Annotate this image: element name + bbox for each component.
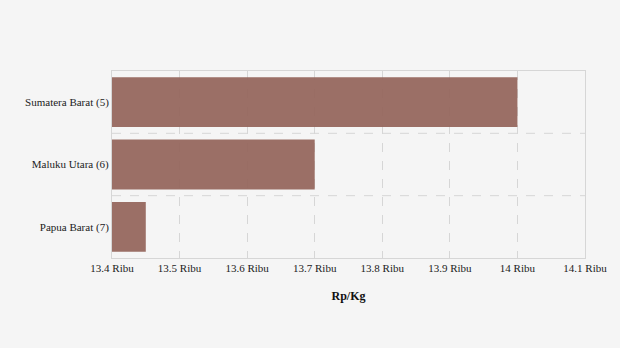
svg-text:Papua Barat (7): Papua Barat (7) (40, 221, 109, 234)
svg-text:13.9 Ribu: 13.9 Ribu (428, 262, 472, 274)
svg-text:13.5 Ribu: 13.5 Ribu (158, 262, 202, 274)
svg-text:13.7 Ribu: 13.7 Ribu (293, 262, 337, 274)
svg-text:Maluku Utara (6): Maluku Utara (6) (32, 158, 109, 171)
svg-text:13.6 Ribu: 13.6 Ribu (225, 262, 269, 274)
svg-text:14 Ribu: 14 Ribu (500, 262, 536, 274)
svg-text:14.1 Ribu: 14.1 Ribu (563, 262, 607, 274)
svg-text:13.4 Ribu: 13.4 Ribu (90, 262, 134, 274)
svg-text:Rp/Kg: Rp/Kg (331, 289, 365, 303)
svg-text:13.8 Ribu: 13.8 Ribu (361, 262, 405, 274)
svg-text:Sumatera Barat (5): Sumatera Barat (5) (25, 96, 109, 109)
